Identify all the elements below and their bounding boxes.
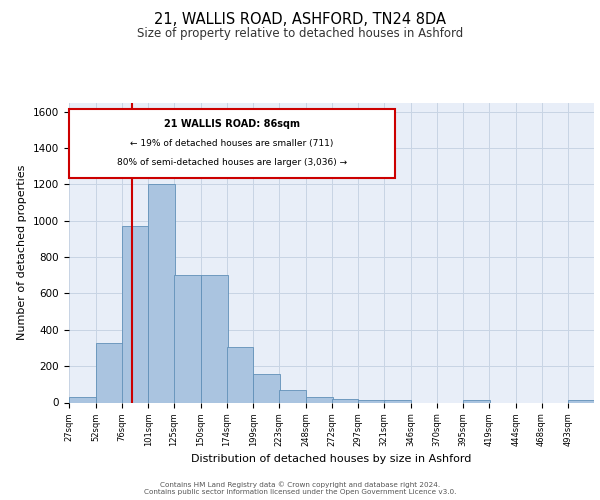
Bar xyxy=(306,397,332,402)
Bar xyxy=(463,400,490,402)
Bar xyxy=(227,347,253,403)
Text: 21, WALLIS ROAD, ASHFORD, TN24 8DA: 21, WALLIS ROAD, ASHFORD, TN24 8DA xyxy=(154,12,446,28)
Text: 21 WALLIS ROAD: 86sqm: 21 WALLIS ROAD: 86sqm xyxy=(164,118,300,128)
Bar xyxy=(253,374,280,402)
Bar xyxy=(96,344,122,402)
Bar xyxy=(358,400,385,402)
Bar xyxy=(122,226,148,402)
Bar xyxy=(69,397,96,402)
Bar xyxy=(279,390,306,402)
Bar xyxy=(568,400,595,402)
Bar xyxy=(148,184,175,402)
X-axis label: Distribution of detached houses by size in Ashford: Distribution of detached houses by size … xyxy=(191,454,472,464)
Y-axis label: Number of detached properties: Number of detached properties xyxy=(17,165,28,340)
Bar xyxy=(384,400,411,402)
Bar xyxy=(332,399,358,402)
Text: Size of property relative to detached houses in Ashford: Size of property relative to detached ho… xyxy=(137,28,463,40)
Bar xyxy=(174,275,201,402)
Text: ← 19% of detached houses are smaller (711): ← 19% of detached houses are smaller (71… xyxy=(130,138,334,147)
Bar xyxy=(201,275,227,402)
Text: Contains public sector information licensed under the Open Government Licence v3: Contains public sector information licen… xyxy=(144,489,456,495)
Text: Contains HM Land Registry data © Crown copyright and database right 2024.: Contains HM Land Registry data © Crown c… xyxy=(160,481,440,488)
Text: 80% of semi-detached houses are larger (3,036) →: 80% of semi-detached houses are larger (… xyxy=(116,158,347,167)
